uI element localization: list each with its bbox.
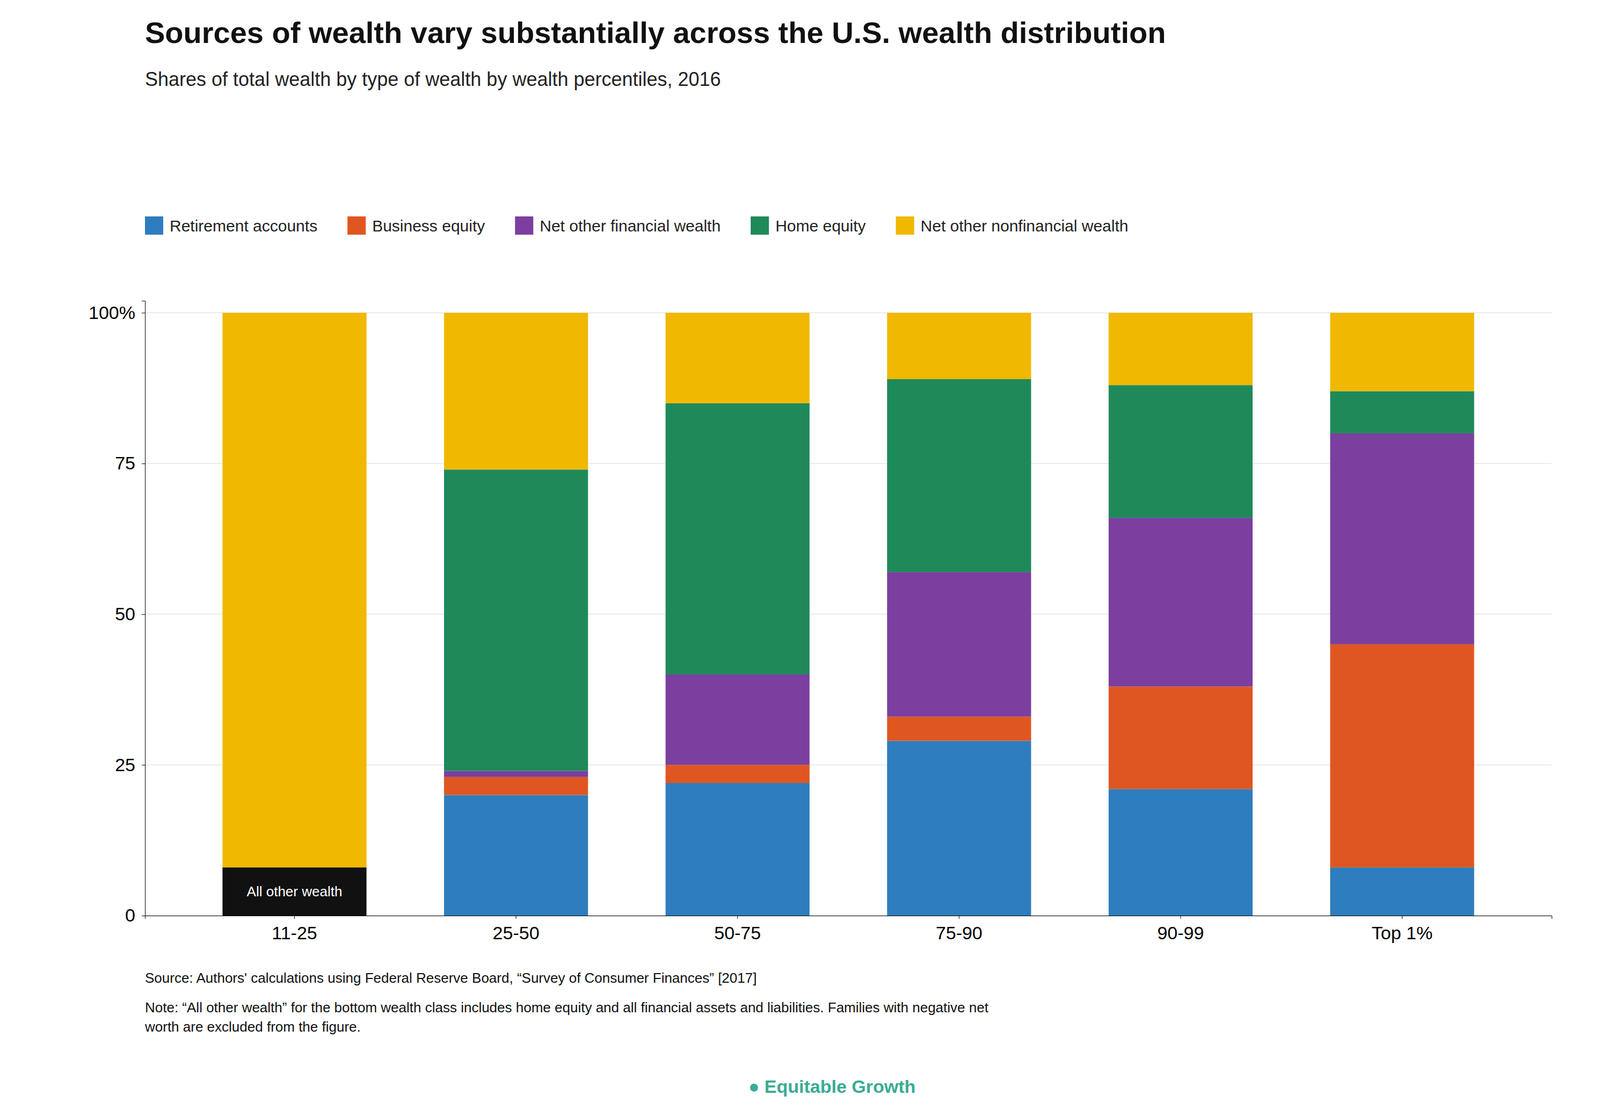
x-tick-mark <box>1180 915 1181 919</box>
credit: ● Equitable Growth <box>748 1075 916 1097</box>
y-tick: 75 <box>114 452 145 474</box>
y-tick-mark <box>141 312 145 314</box>
y-tick: 50 <box>114 603 145 624</box>
legend-item: Net other nonfinancial wealth <box>896 216 1129 235</box>
bar <box>444 469 588 771</box>
y-tick-label: 0 <box>125 904 136 926</box>
y-tick-label: 75 <box>114 452 136 474</box>
grid <box>144 312 1552 916</box>
bar <box>222 867 367 916</box>
bar <box>665 782 810 916</box>
x-tick-mark <box>515 915 517 919</box>
y-tick: 25 <box>114 754 145 775</box>
legend-swatch <box>347 216 366 235</box>
legend-swatch <box>750 216 769 235</box>
bar <box>222 312 367 868</box>
legend-label: Net other financial wealth <box>539 216 721 235</box>
source: Source: Authors' calculations using Fede… <box>144 969 757 986</box>
x-tick-label: 90-99 <box>1157 922 1204 943</box>
bar <box>444 794 588 916</box>
x-axis: 11-25 25-50 50-75 75-90 90-99 Top 1% <box>145 915 1553 943</box>
subtitle: Shares of total wealth by type of wealth… <box>144 68 722 91</box>
bar <box>665 674 810 765</box>
annotation: All other wealth <box>246 883 343 900</box>
y-axis: 0 25 50 75 100% <box>88 301 145 926</box>
y-tick: 100% <box>88 302 145 323</box>
bar <box>1329 867 1474 916</box>
bar <box>444 312 588 470</box>
bar <box>444 776 588 796</box>
bar <box>1329 644 1474 868</box>
x-tick-mark <box>1401 915 1403 919</box>
bar <box>886 379 1031 572</box>
x-tick-mark <box>958 915 960 919</box>
annotations: All other wealth <box>246 883 343 900</box>
bar <box>665 312 810 403</box>
bar <box>1329 433 1474 645</box>
bar <box>886 312 1031 379</box>
legend-swatch <box>514 216 534 235</box>
y-tick-mark <box>141 463 145 464</box>
bar <box>1108 788 1253 916</box>
x-tick-label: 75-90 <box>935 922 983 943</box>
y-tick-label: 25 <box>114 754 136 775</box>
legend-item: Home equity <box>750 216 866 235</box>
x-tick-label: 25-50 <box>492 922 540 943</box>
x-tick: Top 1% <box>1371 915 1433 943</box>
bar-series <box>444 379 1475 772</box>
bar <box>1329 312 1474 391</box>
bar <box>886 571 1031 717</box>
bar <box>1108 686 1253 789</box>
bars <box>222 312 1474 916</box>
legend-label: Business equity <box>372 216 485 235</box>
legend-item: Net other financial wealth <box>514 216 721 235</box>
bar <box>665 764 810 783</box>
bar <box>1108 312 1253 385</box>
bar-series <box>444 740 1475 916</box>
bar <box>1108 517 1253 687</box>
bar-series <box>222 312 1474 868</box>
plot-area: 0 25 50 75 100% 11-25 25-50 50-75 75-90 90-99 Top … <box>88 301 1552 944</box>
note: Note: “All other wealth” for the bottom … <box>144 999 989 1035</box>
legend-label: Net other nonfinancial wealth <box>920 216 1129 235</box>
bar <box>1108 384 1253 518</box>
y-axis-line <box>141 301 146 916</box>
x-tick-label: 11-25 <box>271 922 317 943</box>
y-tick-label: 50 <box>114 603 136 624</box>
note-line: Note: “All other wealth” for the bottom … <box>144 999 989 1016</box>
x-tick-label: 50-75 <box>714 922 761 943</box>
legend-item: Retirement accounts <box>144 216 318 235</box>
x-tick-mark <box>737 915 738 919</box>
x-tick: 75-90 <box>935 915 983 943</box>
note-line: worth are excluded from the figure. <box>144 1018 361 1035</box>
legend-swatch <box>144 216 164 235</box>
legend-label: Retirement accounts <box>169 216 318 235</box>
x-tick-label: Top 1% <box>1371 922 1433 943</box>
legend-item: Business equity <box>347 216 485 235</box>
y-tick-mark <box>141 614 145 615</box>
x-tick: 90-99 <box>1157 915 1204 943</box>
legend: Retirement accounts Business equity Net ot… <box>144 216 1129 235</box>
x-tick: 25-50 <box>492 915 540 943</box>
legend-swatch <box>896 216 915 235</box>
bar <box>665 403 810 675</box>
x-tick-mark <box>294 915 295 919</box>
x-tick: 11-25 <box>271 915 317 943</box>
x-axis-line <box>145 915 1553 920</box>
bar <box>886 740 1031 916</box>
bar <box>444 771 588 777</box>
legend-label: Home equity <box>775 216 866 235</box>
bar <box>886 716 1031 741</box>
title: Sources of wealth vary substantially acr… <box>144 15 1166 50</box>
y-tick-mark <box>141 764 145 766</box>
bar <box>1329 390 1474 434</box>
y-tick: 0 <box>125 904 145 926</box>
y-tick-mark <box>141 915 145 916</box>
bar-series <box>222 867 367 916</box>
x-tick: 50-75 <box>714 915 761 943</box>
y-tick-label: 100% <box>88 302 136 323</box>
chart: Sources of wealth vary substantially acr… <box>0 0 1600 1117</box>
